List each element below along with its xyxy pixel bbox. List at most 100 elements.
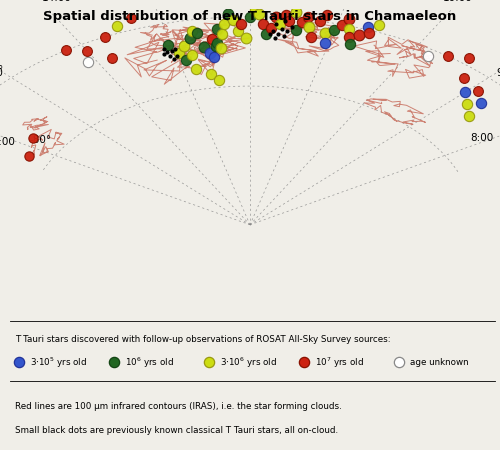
Point bbox=[215, 77, 223, 84]
Point bbox=[285, 17, 293, 24]
Point bbox=[304, 14, 312, 21]
Point bbox=[262, 30, 270, 37]
Point bbox=[276, 21, 284, 28]
Point bbox=[234, 27, 241, 34]
Point bbox=[292, 8, 300, 15]
Point bbox=[466, 54, 473, 61]
Point bbox=[292, 26, 300, 33]
Point bbox=[444, 53, 452, 60]
Point bbox=[218, 45, 226, 52]
Point bbox=[424, 53, 432, 60]
Point bbox=[212, 25, 220, 32]
Point bbox=[128, 14, 136, 22]
Point bbox=[464, 100, 471, 108]
Point bbox=[180, 43, 188, 50]
Text: 8:00: 8:00 bbox=[470, 133, 494, 143]
Point bbox=[345, 15, 353, 22]
Point bbox=[188, 52, 196, 59]
Point bbox=[200, 43, 208, 50]
Point bbox=[477, 99, 485, 107]
Point bbox=[272, 14, 280, 21]
Text: T Tauri stars discovered with follow-up observations of ROSAT All-Sky Survey sou: T Tauri stars discovered with follow-up … bbox=[15, 335, 390, 344]
Point bbox=[464, 112, 472, 119]
Point bbox=[242, 34, 250, 41]
Point bbox=[269, 27, 277, 35]
Text: 16:00: 16:00 bbox=[0, 136, 16, 147]
Point bbox=[259, 20, 267, 27]
Point bbox=[346, 40, 354, 47]
Point bbox=[272, 35, 280, 42]
Point bbox=[267, 25, 275, 32]
Point bbox=[281, 17, 289, 24]
Point bbox=[182, 57, 190, 64]
Point bbox=[355, 32, 363, 39]
Point bbox=[26, 152, 34, 159]
Point bbox=[246, 13, 254, 20]
Point bbox=[220, 21, 228, 28]
Point bbox=[188, 27, 196, 35]
Point bbox=[210, 54, 218, 61]
Point bbox=[316, 18, 324, 25]
Point bbox=[218, 31, 226, 38]
Text: 14:00: 14:00 bbox=[42, 0, 72, 3]
Point bbox=[224, 11, 232, 18]
Point bbox=[284, 27, 292, 34]
Point bbox=[255, 10, 263, 18]
Point bbox=[163, 48, 171, 55]
Point bbox=[278, 25, 285, 32]
Point bbox=[29, 134, 37, 141]
Point bbox=[160, 46, 168, 53]
Point bbox=[338, 21, 345, 28]
Point bbox=[108, 54, 116, 62]
Point bbox=[280, 32, 288, 40]
Point bbox=[474, 87, 482, 94]
Point bbox=[282, 12, 290, 19]
Point bbox=[344, 25, 352, 32]
Point bbox=[250, 6, 258, 14]
Point bbox=[110, 359, 118, 366]
Point bbox=[375, 22, 383, 29]
Text: 10$^7$ yrs old: 10$^7$ yrs old bbox=[315, 355, 364, 369]
Point bbox=[461, 89, 469, 96]
Point bbox=[175, 49, 183, 56]
Point bbox=[192, 30, 200, 37]
Point bbox=[208, 36, 216, 43]
Point bbox=[170, 56, 178, 63]
Point bbox=[306, 33, 314, 40]
Point bbox=[83, 47, 91, 54]
Text: -80°: -80° bbox=[30, 135, 52, 145]
Point bbox=[192, 65, 200, 72]
Point bbox=[306, 23, 314, 31]
Point bbox=[172, 52, 180, 59]
Text: 9:00: 9:00 bbox=[496, 68, 500, 78]
Point bbox=[164, 41, 172, 48]
Point bbox=[364, 23, 372, 31]
Text: 15:00: 15:00 bbox=[0, 68, 4, 78]
Point bbox=[112, 22, 120, 30]
Point bbox=[272, 21, 280, 28]
Point bbox=[344, 34, 352, 41]
Point bbox=[300, 359, 308, 366]
Point bbox=[100, 33, 108, 40]
Text: 3$\cdot$10$^6$ yrs old: 3$\cdot$10$^6$ yrs old bbox=[220, 355, 277, 369]
Point bbox=[84, 58, 92, 65]
Point bbox=[323, 11, 331, 18]
Point bbox=[171, 45, 179, 53]
Point bbox=[238, 20, 246, 27]
Point bbox=[62, 47, 70, 54]
Point bbox=[320, 30, 328, 37]
Point bbox=[214, 39, 222, 46]
Point bbox=[168, 47, 176, 54]
Text: Spatial distribution of new T Tauri stars in Chamaeleon: Spatial distribution of new T Tauri star… bbox=[44, 10, 457, 23]
Point bbox=[186, 35, 194, 42]
Point bbox=[321, 40, 329, 47]
Text: 10:00: 10:00 bbox=[444, 0, 473, 3]
Text: 10$^6$ yrs old: 10$^6$ yrs old bbox=[125, 355, 174, 369]
Point bbox=[205, 359, 213, 366]
Text: -75°: -75° bbox=[0, 65, 4, 75]
Point bbox=[208, 71, 216, 78]
Point bbox=[395, 359, 403, 366]
Point bbox=[298, 18, 306, 26]
Point bbox=[274, 31, 282, 38]
Point bbox=[460, 75, 468, 82]
